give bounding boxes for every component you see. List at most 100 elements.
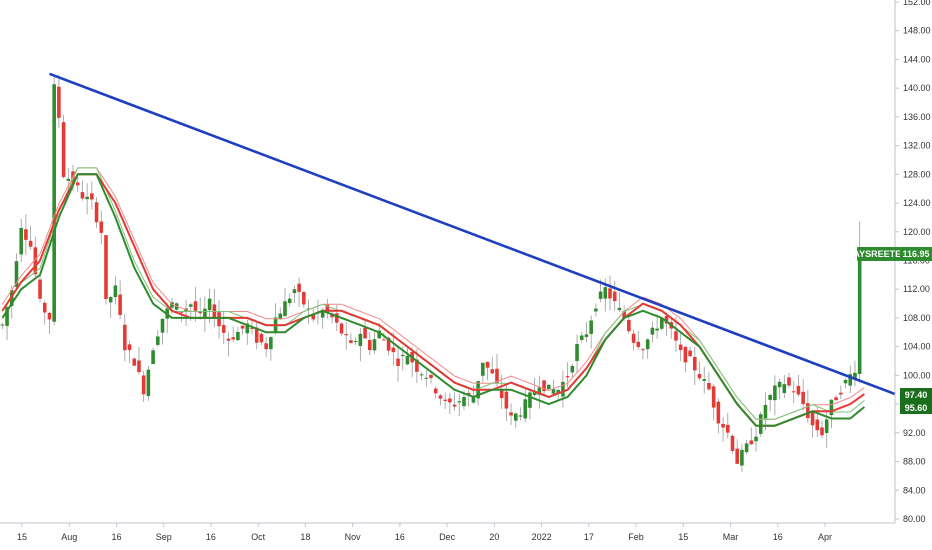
candle-down (542, 380, 546, 392)
candle-up (645, 339, 650, 350)
candle-down (363, 327, 367, 339)
candle-up (740, 449, 744, 466)
x-tick-label: Mar (723, 532, 739, 542)
candle-down (415, 359, 419, 372)
y-tick-label: 136.00 (903, 112, 931, 122)
candle-up (782, 384, 787, 393)
candle-down (367, 340, 372, 351)
candle-up (0, 324, 5, 326)
candle-down (466, 392, 471, 395)
x-tick-label: 15 (678, 532, 688, 542)
ma-fast-label: 97.40 (905, 390, 928, 400)
candle-up (570, 365, 575, 373)
y-tick-label: 128.00 (903, 169, 931, 179)
candle-up (113, 285, 118, 298)
candle-down (801, 391, 805, 405)
candle-down (791, 391, 796, 393)
candle-down (349, 340, 353, 344)
candle-down (325, 304, 330, 314)
candle-down (707, 382, 711, 390)
candle-up (306, 308, 311, 310)
candle-down (137, 360, 141, 373)
candle-down (448, 398, 452, 403)
candle-up (358, 333, 363, 346)
candle-down (443, 399, 447, 401)
ma-slow-badge: 95.60 (900, 401, 932, 414)
y-tick-label: 112.00 (903, 284, 930, 294)
candle-down (42, 302, 47, 313)
candle-up (556, 390, 560, 394)
candle-down (250, 327, 254, 329)
candle-up (419, 374, 424, 376)
ma-fast-badge: 97.40 (900, 388, 932, 401)
candle-down (226, 338, 231, 341)
candle-up (561, 381, 565, 397)
x-tick-label: 17 (584, 532, 594, 542)
candle-down (627, 319, 631, 332)
candle-down (495, 368, 499, 384)
candle-up (236, 332, 240, 341)
candle-up (594, 308, 598, 312)
x-tick-label: 2022 (532, 532, 552, 542)
candle-up (777, 381, 782, 388)
candle-down (57, 86, 61, 118)
candle-up (754, 436, 758, 442)
y-tick-label: 144.00 (903, 54, 931, 64)
candle-up (537, 387, 542, 396)
y-tick-label: 152.00 (903, 0, 931, 7)
candle-up (66, 178, 71, 181)
x-tick-label: Dec (439, 532, 456, 542)
candle-up (52, 84, 56, 322)
candle-up (518, 415, 523, 417)
x-tick-label: Oct (251, 532, 266, 542)
y-tick-label: 80.00 (903, 514, 926, 524)
x-tick-label: 16 (395, 532, 405, 542)
candle-up (353, 341, 358, 343)
candle-up (660, 318, 664, 329)
candle-down (622, 311, 626, 319)
candle-down (636, 341, 641, 348)
candle-up (843, 379, 848, 384)
candle-up (292, 289, 297, 294)
candle-down (725, 424, 730, 433)
candle-down (504, 391, 509, 409)
candle-up (650, 327, 655, 335)
candle-down (565, 376, 570, 378)
candle-down (499, 389, 504, 399)
candle-down (749, 440, 754, 445)
candle-down (297, 283, 301, 292)
candle-down (240, 325, 245, 329)
y-tick-label: 104.00 (903, 342, 931, 352)
candle-up (603, 287, 608, 299)
y-tick-label: 100.00 (903, 370, 931, 380)
candle-down (664, 315, 669, 324)
x-tick-label: Aug (61, 532, 77, 542)
symbol-badge: JAYSREETEA (848, 247, 908, 261)
candle-down (834, 397, 838, 401)
candle-down (730, 435, 735, 451)
candle-down (123, 324, 127, 351)
candle-down (259, 333, 264, 343)
candle-up (768, 394, 772, 400)
candle-up (457, 401, 462, 403)
candle-up (85, 196, 89, 200)
candle-down (810, 411, 815, 426)
candle-down (132, 358, 137, 366)
candle-down (254, 327, 259, 343)
candle-down (391, 347, 396, 353)
candle-down (118, 294, 122, 315)
candle-up (377, 330, 381, 339)
candle-down (61, 122, 66, 178)
candle-down (429, 374, 433, 379)
candle-down (335, 313, 339, 323)
candle-up (584, 334, 589, 337)
candle-down (80, 192, 85, 199)
candle-down (141, 375, 146, 395)
candle-up (763, 404, 768, 419)
candle-up (19, 228, 23, 255)
x-tick-label: 16 (773, 532, 783, 542)
candle-down (787, 377, 791, 386)
trendline[interactable] (49, 72, 896, 396)
